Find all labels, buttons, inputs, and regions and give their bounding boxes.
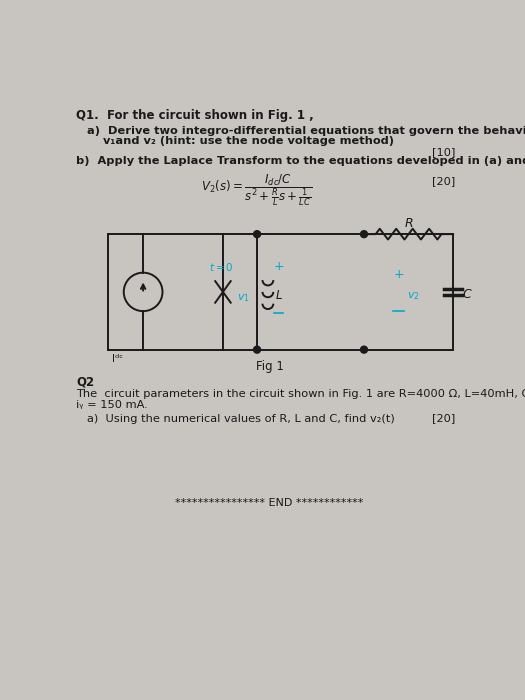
Text: R: R [404,217,413,230]
Text: L: L [276,289,282,302]
Circle shape [361,231,367,237]
Text: b)  Apply the Laplace Transform to the equations developed in (a) and show that: b) Apply the Laplace Transform to the eq… [77,156,525,167]
Text: a)  Using the numerical values of R, L and C, find v₂(t): a) Using the numerical values of R, L an… [87,414,395,424]
Text: Q1.  For the circuit shown in Fig. 1 ,: Q1. For the circuit shown in Fig. 1 , [77,108,314,122]
Text: $t = 0$: $t = 0$ [209,261,234,274]
Text: $v_2$: $v_2$ [407,290,419,302]
Text: Q2: Q2 [77,375,94,388]
Circle shape [361,346,367,353]
Text: iᵧ = 150 mA.: iᵧ = 150 mA. [77,400,148,410]
Text: The  circuit parameters in the circuit shown in Fig. 1 are R=4000 Ω, L=40mH, C=1: The circuit parameters in the circuit sh… [77,389,525,399]
Text: $V_2(s)=\dfrac{I_{dc}/C}{s^2+\frac{R}{L}s+\frac{1}{LC}}$: $V_2(s)=\dfrac{I_{dc}/C}{s^2+\frac{R}{L}… [201,172,313,208]
Text: [20]: [20] [432,176,456,186]
Text: [20]: [20] [432,414,456,424]
Text: +: + [274,260,284,272]
Text: [10]: [10] [432,147,456,157]
Text: Fig 1: Fig 1 [256,360,284,372]
Text: Iᵈᶜ: Iᵈᶜ [112,354,123,363]
Circle shape [254,231,260,237]
Text: +: + [394,269,404,281]
Circle shape [254,346,260,353]
Text: $v_1$: $v_1$ [237,292,249,304]
Text: C: C [463,288,471,301]
Text: a)  Derive two integro-differential equations that govern the behaviour of the n: a) Derive two integro-differential equat… [87,126,525,136]
Text: v₁and v₂ (hint: use the node voltage method): v₁and v₂ (hint: use the node voltage met… [103,136,394,146]
Text: **************** END ************: **************** END ************ [175,498,364,508]
